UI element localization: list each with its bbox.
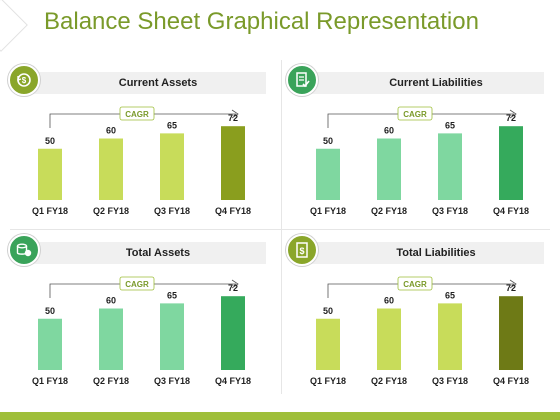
bar-chart: CAGR 50 Q1 FY18 60 Q2 FY18 65 Q3 FY18 72 Q4 FY18 [310,106,529,216]
bar [221,126,245,200]
data-label: 50 [323,306,333,316]
category-label: Q3 FY18 [432,376,468,386]
panel-title: Current Liabilities [389,77,483,89]
document-dollar-icon: $ [286,234,318,266]
bar-chart: CAGR 50 Q1 FY18 60 Q2 FY18 65 Q3 FY18 72 Q4 FY18 [32,276,251,386]
svg-text:$: $ [299,246,304,256]
data-label: 65 [167,290,177,300]
cagr-arrow-head [509,109,517,119]
category-label: Q3 FY18 [154,206,190,216]
bar [499,126,523,200]
data-label: 50 [45,306,55,316]
cagr-arrow-line [49,113,236,128]
bar-chart: CAGR 50 Q1 FY18 60 Q2 FY18 65 Q3 FY18 72 Q4 FY18 [310,276,529,386]
cagr-label: CAGR [403,110,427,119]
cagr-arrow-line [327,283,514,298]
category-label: Q1 FY18 [32,376,68,386]
data-label: 72 [228,113,238,123]
panel-title: Current Assets [118,77,198,89]
page-title: Balance Sheet Graphical Representation [44,8,479,35]
data-label: 65 [445,120,455,130]
panel-current-liabilities: Current Liabilities CAGR 50 Q1 FY18 60 Q2 FY… [286,62,546,224]
bar [99,138,123,200]
bar [377,138,401,200]
bar [38,318,62,370]
bar [38,148,62,200]
cagr-badge [119,106,155,121]
category-label: Q2 FY18 [371,206,407,216]
data-label: 60 [106,126,116,136]
panel-title: Total Assets [125,247,191,259]
data-label: 65 [445,290,455,300]
svg-text:$: $ [22,76,27,85]
data-label: 50 [45,136,55,146]
corner-decoration [0,0,28,52]
category-label: Q3 FY18 [432,206,468,216]
cagr-badge [397,276,433,291]
data-label: 65 [167,120,177,130]
category-label: Q1 FY18 [310,376,346,386]
bar [160,133,184,200]
cagr-arrow-line [49,283,236,298]
panel-total-liabilities: Total Liabilities $ CAGR 50 Q1 FY18 60 Q2 FY… [286,232,546,394]
cagr-arrow-head [231,109,239,119]
cagr-badge [119,276,155,291]
bar [316,318,340,370]
data-label: 60 [384,296,394,306]
cagr-arrow-head [231,279,239,289]
cagr-badge [397,106,433,121]
category-label: Q3 FY18 [154,376,190,386]
panel-header: Current Liabilities [298,72,544,94]
data-label: 72 [506,113,516,123]
cagr-arrow-head [509,279,517,289]
panel-current-assets: Current Assets $ CAGR 50 Q1 FY18 60 Q2 FY18 6… [8,62,268,224]
data-label: 72 [506,283,516,293]
bar [499,296,523,370]
data-label: 60 [384,126,394,136]
category-label: Q4 FY18 [215,376,251,386]
coin-stack-icon [8,234,40,266]
bottom-accent-bar [0,412,560,420]
bar [377,308,401,370]
bar [99,308,123,370]
category-label: Q2 FY18 [93,376,129,386]
category-label: Q4 FY18 [493,376,529,386]
bar-chart: CAGR 50 Q1 FY18 60 Q2 FY18 65 Q3 FY18 72 Q4 FY18 [32,106,251,216]
document-check-icon [286,64,318,96]
cagr-label: CAGR [125,280,149,289]
data-label: 50 [323,136,333,146]
panel-header: Total Assets [20,242,266,264]
cagr-label: CAGR [125,110,149,119]
bar [221,296,245,370]
bar [438,133,462,200]
divider-vertical [281,60,282,394]
bar [160,303,184,370]
category-label: Q1 FY18 [310,206,346,216]
category-label: Q4 FY18 [493,206,529,216]
data-label: 72 [228,283,238,293]
panel-total-assets: Total Assets CAGR 50 Q1 FY18 60 Q2 FY18 65 Q3 … [8,232,268,394]
data-label: 60 [106,296,116,306]
category-label: Q2 FY18 [93,206,129,216]
panel-title: Total Liabilities [396,247,476,259]
panel-header: Total Liabilities [298,242,544,264]
bar [438,303,462,370]
bar [316,148,340,200]
category-label: Q2 FY18 [371,376,407,386]
category-label: Q1 FY18 [32,206,68,216]
category-label: Q4 FY18 [215,206,251,216]
panel-header: Current Assets [20,72,266,94]
currency-cycle-icon: $ [8,64,40,96]
cagr-arrow-line [327,113,514,128]
divider-horizontal [10,229,550,230]
cagr-label: CAGR [403,280,427,289]
